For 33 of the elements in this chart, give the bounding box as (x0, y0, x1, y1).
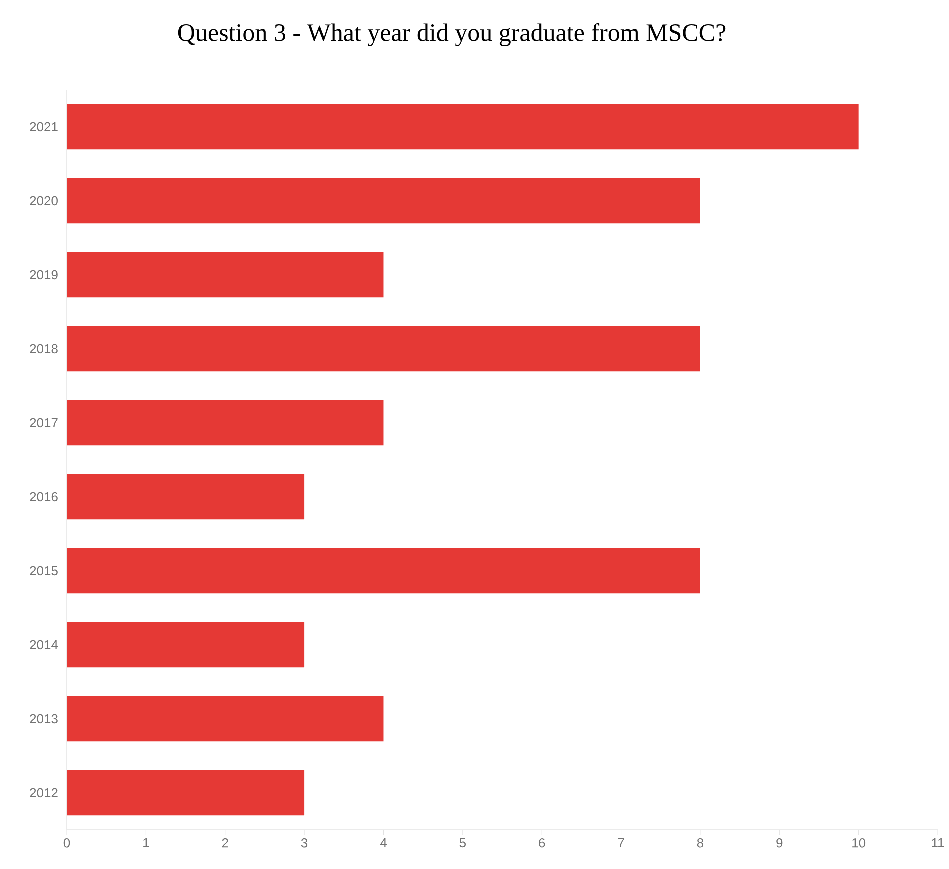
x-tick-label: 4 (380, 838, 387, 848)
y-tick-label: 2018 (30, 344, 58, 354)
x-tick-label: 3 (301, 838, 308, 848)
y-tick-label: 2013 (30, 714, 58, 724)
x-tick-label: 9 (776, 838, 783, 848)
x-tick-label: 2 (222, 838, 228, 848)
bar (67, 178, 700, 224)
bar (67, 400, 384, 446)
y-tick-label: 2021 (30, 122, 58, 132)
x-tick-label: 1 (144, 838, 150, 848)
bar (67, 548, 700, 594)
bar (67, 326, 700, 372)
x-tick-label: 5 (460, 838, 466, 848)
y-tick-label: 2014 (30, 640, 58, 650)
bar (67, 474, 305, 520)
x-tick-label: 10 (852, 838, 866, 848)
x-tick-label: 0 (64, 838, 70, 848)
x-tick-label: 6 (539, 838, 546, 848)
y-tick-label: 2019 (30, 270, 58, 280)
x-tick-label: 8 (697, 838, 704, 848)
bar (67, 696, 384, 742)
y-tick-label: 2017 (30, 418, 58, 428)
y-tick-label: 2016 (30, 492, 58, 502)
x-tick-label: 11 (932, 838, 944, 848)
bar (67, 770, 305, 816)
y-tick-label: 2020 (30, 196, 58, 206)
y-tick-label: 2015 (30, 566, 58, 576)
bar (67, 622, 305, 668)
x-tick-label: 7 (618, 838, 624, 848)
chart-title: Question 3 - What year did you graduate from MSCC? (178, 23, 726, 46)
bar (67, 104, 859, 150)
bar (67, 252, 384, 298)
y-tick-label: 2012 (30, 788, 58, 798)
